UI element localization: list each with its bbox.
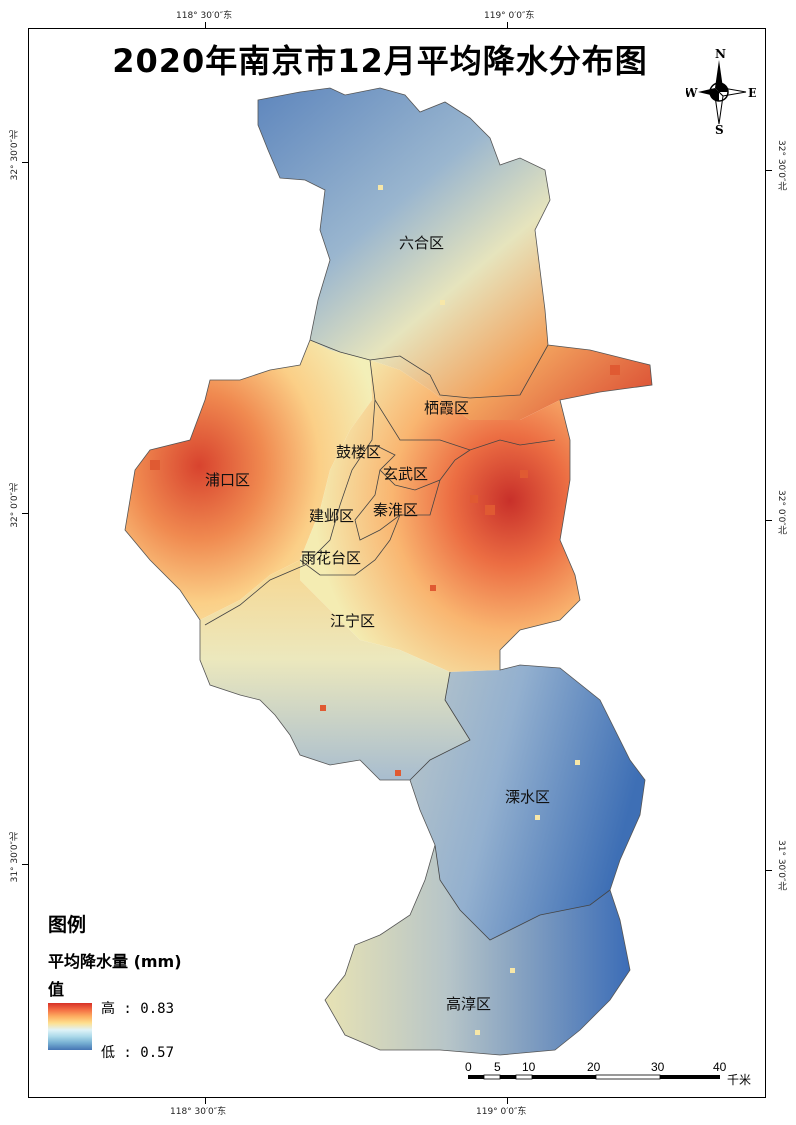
compass-rose-icon: N S E W — [686, 47, 756, 136]
district-label-gulou: 鼓楼区 — [336, 443, 382, 461]
tick-mark — [205, 22, 206, 28]
south-label: S — [715, 123, 724, 136]
scale-tick-20: 20 — [587, 1060, 601, 1074]
right-lat-label-3: 31° 30′0″北 — [776, 840, 786, 891]
tick-mark — [22, 513, 28, 514]
legend-high-label: 高 : 0.83 — [101, 1001, 175, 1017]
tick-mark — [205, 1098, 206, 1104]
district-label-gaochun: 高淳区 — [446, 995, 492, 1013]
district-label-yuhuatai: 雨花台区 — [301, 549, 362, 567]
bottom-lon-label-2: 119° 0′0″东 — [476, 1107, 527, 1117]
legend-color-ramp — [48, 1003, 92, 1050]
top-lon-label-1: 118° 30′0″东 — [176, 11, 233, 21]
tick-mark — [766, 870, 772, 871]
legend-field: 平均降水量 (mm) — [48, 952, 182, 971]
map-title: 2020年南京市12月平均降水分布图 — [112, 42, 648, 80]
bottom-lon-label-1: 118° 30′0″东 — [170, 1107, 227, 1117]
tick-mark — [766, 170, 772, 171]
scale-tick-40: 40 — [713, 1060, 727, 1074]
scale-unit: 千米 — [727, 1073, 751, 1087]
west-label: W — [686, 86, 698, 100]
right-lat-label-2: 32° 0′0″北 — [776, 490, 786, 535]
district-label-lishui: 溧水区 — [505, 788, 551, 806]
district-label-qinhuai: 秦淮区 — [373, 501, 419, 519]
tick-mark — [766, 520, 772, 521]
tick-mark — [22, 162, 28, 163]
map-frame — [28, 28, 766, 1098]
legend-low-label: 低 : 0.57 — [101, 1045, 175, 1061]
district-label-jiangning: 江宁区 — [330, 612, 376, 630]
scale-tick-5: 5 — [494, 1060, 501, 1074]
tick-mark — [507, 22, 508, 28]
district-label-pukou: 浦口区 — [205, 471, 251, 489]
legend-title: 图例 — [48, 914, 87, 936]
scale-tick-30: 30 — [651, 1060, 665, 1074]
tick-mark — [22, 864, 28, 865]
scale-tick-10: 10 — [522, 1060, 536, 1074]
top-lon-label-2: 119° 0′0″东 — [484, 11, 535, 21]
scale-bar: 0 5 10 20 30 40 千米 — [465, 1060, 751, 1087]
district-label-liuhe: 六合区 — [399, 234, 445, 252]
district-label-jianye: 建邺区 — [309, 507, 355, 525]
legend-value-label: 值 — [48, 980, 65, 999]
east-label: E — [748, 86, 756, 100]
district-label-qixia: 栖霞区 — [424, 399, 470, 417]
scale-tick-0: 0 — [465, 1060, 472, 1074]
right-lat-label-1: 32° 30′0″北 — [776, 140, 786, 191]
district-label-xuanwu: 玄武区 — [383, 465, 429, 483]
tick-mark — [507, 1098, 508, 1104]
north-label: N — [715, 47, 726, 61]
